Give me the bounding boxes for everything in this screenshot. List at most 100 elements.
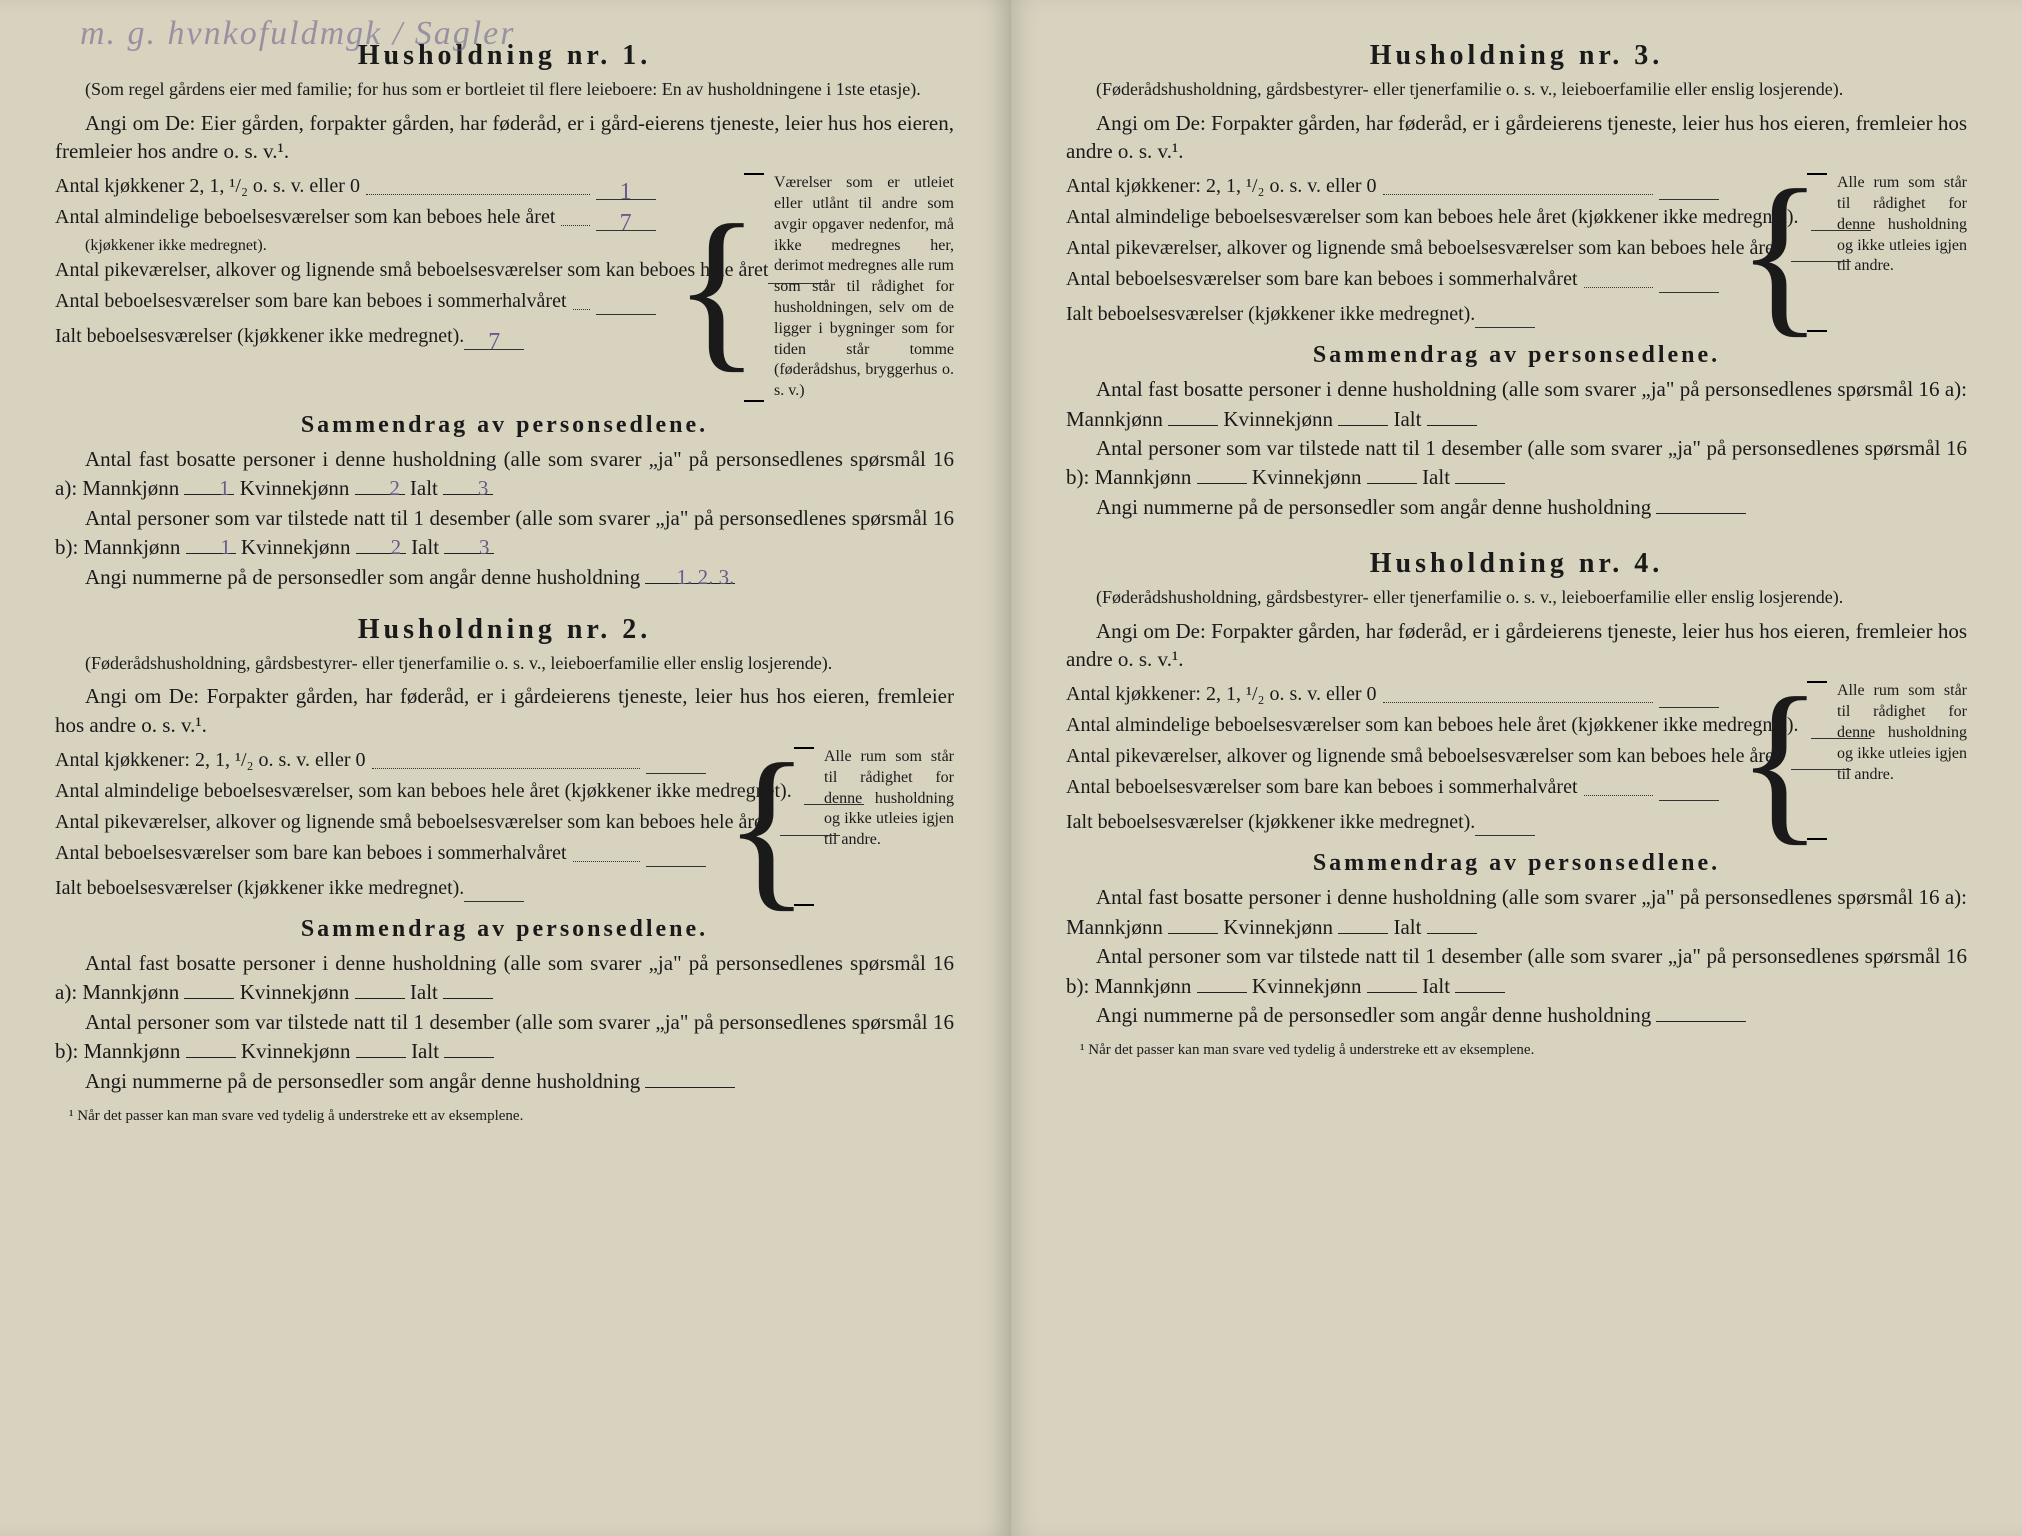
hh1-kitchens-val: 1 bbox=[596, 176, 656, 200]
hh4-rooms2-label: Antal pikeværelser, alkover og lignende … bbox=[1066, 743, 1779, 770]
hh1-brace: { Værelser som er utleiet eller utlånt t… bbox=[674, 173, 954, 402]
household-2: Husholdning nr. 2. (Føderådshusholdning,… bbox=[55, 614, 954, 1096]
hh2-rooms3-label: Antal beboelsesværelser som bare kan beb… bbox=[55, 840, 567, 867]
hh1-rooms1-note: (kjøkkener ikke medregnet). bbox=[55, 235, 656, 257]
hh1-rooms3-val bbox=[596, 291, 656, 315]
hh3-rooms2-label: Antal pikeværelser, alkover og lignende … bbox=[1066, 235, 1779, 262]
household-4: Husholdning nr. 4. (Føderådshusholdning,… bbox=[1066, 548, 1967, 1030]
hh3-ialt2: Ialt bbox=[1422, 465, 1450, 489]
hh1-sammendrag-title: Sammendrag av personsedlene. bbox=[55, 412, 954, 439]
hh3-p2: Antal personer som var tilstede natt til… bbox=[1066, 434, 1967, 493]
hh2-angi: Angi om De: Forpakter gården, har føderå… bbox=[55, 682, 954, 739]
hh3-kvinne2: Kvinnekjønn bbox=[1252, 465, 1362, 489]
hh3-kvinne1: Kvinnekjønn bbox=[1223, 407, 1333, 431]
hh3-rooms1-label: Antal almindelige beboelsesværelser som … bbox=[1066, 204, 1799, 231]
hh1-total-val: 7 bbox=[464, 326, 524, 350]
hh1-rooms-block: Antal kjøkkener 2, 1, ¹/₂ o. s. v. eller… bbox=[55, 173, 954, 402]
hh2-p2: Antal personer som var tilstede natt til… bbox=[55, 1008, 954, 1067]
hh1-total-label: Ialt beboelsesværelser (kjøkkener ikke m… bbox=[55, 323, 464, 350]
hh1-p2-k: 2 bbox=[356, 533, 406, 554]
hh3-numline: Angi nummerne på de personsedler som ang… bbox=[1066, 493, 1967, 522]
hh3-brace: { Alle rum som står til rådighet for den… bbox=[1737, 173, 1967, 332]
hh2-rooms1-label: Antal almindelige beboelsesværelser, som… bbox=[55, 778, 792, 805]
hh2-kvinne2: Kvinnekjønn bbox=[241, 1039, 351, 1063]
hh3-title: Husholdning nr. 3. bbox=[1066, 40, 1967, 72]
hh2-title: Husholdning nr. 2. bbox=[55, 614, 954, 646]
hh4-subnote: (Føderådshusholdning, gårdsbestyrer- ell… bbox=[1066, 586, 1967, 609]
hh1-ialt2: Ialt bbox=[411, 535, 439, 559]
hh1-p2: Antal personer som var tilstede natt til… bbox=[55, 504, 954, 563]
hh4-angi: Angi om De: Forpakter gården, har føderå… bbox=[1066, 617, 1967, 674]
hh2-right-note: Alle rum som står til rådighet for denne… bbox=[814, 747, 954, 906]
hh1-angi: Angi om De: Eier gården, forpakter gårde… bbox=[55, 109, 954, 166]
hh2-brace: { Alle rum som står til rådighet for den… bbox=[724, 747, 954, 906]
hh1-rooms1-val: 7 bbox=[596, 207, 656, 231]
hh1-p1-i: 3 bbox=[443, 474, 493, 495]
hh1-right-note: Værelser som er utleiet eller utlånt til… bbox=[764, 173, 954, 402]
hh4-numline-text: Angi nummerne på de personsedler som ang… bbox=[1096, 1003, 1651, 1027]
hh1-kvinne2: Kvinnekjønn bbox=[241, 535, 351, 559]
hh4-kvinne2: Kvinnekjønn bbox=[1252, 974, 1362, 998]
hh2-sammendrag-title: Sammendrag av personsedlene. bbox=[55, 916, 954, 943]
household-3: Husholdning nr. 3. (Føderådshusholdning,… bbox=[1066, 40, 1967, 522]
hh2-numline-text: Angi nummerne på de personsedler som ang… bbox=[85, 1069, 640, 1093]
hh2-ialt1: Ialt bbox=[410, 980, 438, 1004]
hh3-ialt1: Ialt bbox=[1393, 407, 1421, 431]
handwritten-annotation: m. g. hvnkofuldmgk / Sagler bbox=[80, 15, 516, 53]
hh1-ialt1: Ialt bbox=[410, 476, 438, 500]
hh4-p2: Antal personer som var tilstede natt til… bbox=[1066, 942, 1967, 1001]
left-footnote: ¹ Når det passer kan man svare ved tydel… bbox=[55, 1108, 954, 1125]
hh3-p1: Antal fast bosatte personer i denne hush… bbox=[1066, 375, 1967, 434]
hh3-angi: Angi om De: Forpakter gården, har føderå… bbox=[1066, 109, 1967, 166]
hh4-p1: Antal fast bosatte personer i denne hush… bbox=[1066, 883, 1967, 942]
hh3-right-note: Alle rum som står til rådighet for denne… bbox=[1827, 173, 1967, 332]
left-page: m. g. hvnkofuldmgk / Sagler Husholdning … bbox=[0, 0, 1011, 1536]
right-page: Husholdning nr. 3. (Føderådshusholdning,… bbox=[1011, 0, 2022, 1536]
hh4-ialt2: Ialt bbox=[1422, 974, 1450, 998]
hh1-p2-i: 3 bbox=[444, 533, 494, 554]
hh4-rooms3-label: Antal beboelsesværelser som bare kan beb… bbox=[1066, 774, 1578, 801]
hh4-title: Husholdning nr. 4. bbox=[1066, 548, 1967, 580]
hh3-subnote: (Føderådshusholdning, gårdsbestyrer- ell… bbox=[1066, 78, 1967, 101]
hh2-rooms2-label: Antal pikeværelser, alkover og lignende … bbox=[55, 809, 768, 836]
hh1-numline-text: Angi nummerne på de personsedler som ang… bbox=[85, 565, 640, 589]
hh3-rooms-block: Antal kjøkkener: 2, 1, ¹/₂ o. s. v. elle… bbox=[1066, 173, 1967, 332]
hh1-subnote: (Som regel gårdens eier med familie; for… bbox=[55, 78, 954, 101]
hh4-rooms-block: Antal kjøkkener: 2, 1, ¹/₂ o. s. v. elle… bbox=[1066, 681, 1967, 840]
hh2-kitchens-label: Antal kjøkkener: 2, 1, ¹/₂ o. s. v. elle… bbox=[55, 747, 366, 774]
hh4-sammendrag-title: Sammendrag av personsedlene. bbox=[1066, 850, 1967, 877]
hh1-kvinne1: Kvinnekjønn bbox=[240, 476, 350, 500]
right-footnote: ¹ Når det passer kan man svare ved tydel… bbox=[1066, 1042, 1967, 1059]
hh2-numline: Angi nummerne på de personsedler som ang… bbox=[55, 1067, 954, 1096]
hh1-p1-m: 1 bbox=[184, 474, 234, 495]
hh2-rooms-block: Antal kjøkkener: 2, 1, ¹/₂ o. s. v. elle… bbox=[55, 747, 954, 906]
hh1-kitchens-label: Antal kjøkkener 2, 1, ¹/₂ o. s. v. eller… bbox=[55, 173, 360, 200]
hh4-rooms1-label: Antal almindelige beboelsesværelser som … bbox=[1066, 712, 1799, 739]
hh3-kitchens-label: Antal kjøkkener: 2, 1, ¹/₂ o. s. v. elle… bbox=[1066, 173, 1377, 200]
hh1-p1: Antal fast bosatte personer i denne hush… bbox=[55, 445, 954, 504]
hh4-brace: { Alle rum som står til rådighet for den… bbox=[1737, 681, 1967, 840]
hh1-numval: 1. 2. 3. bbox=[645, 563, 735, 584]
hh3-total-label: Ialt beboelsesværelser (kjøkkener ikke m… bbox=[1066, 301, 1475, 328]
hh4-kitchens-label: Antal kjøkkener: 2, 1, ¹/₂ o. s. v. elle… bbox=[1066, 681, 1377, 708]
hh3-numline-text: Angi nummerne på de personsedler som ang… bbox=[1096, 495, 1651, 519]
household-1: Husholdning nr. 1. (Som regel gårdens ei… bbox=[55, 40, 954, 592]
hh1-rooms1-label: Antal almindelige beboelsesværelser som … bbox=[55, 204, 555, 231]
hh4-numline: Angi nummerne på de personsedler som ang… bbox=[1066, 1001, 1967, 1030]
hh3-rooms3-label: Antal beboelsesværelser som bare kan beb… bbox=[1066, 266, 1578, 293]
hh1-p2-m: 1 bbox=[186, 533, 236, 554]
hh1-rooms2-label: Antal pikeværelser, alkover og lignende … bbox=[55, 257, 768, 284]
hh4-right-note: Alle rum som står til rådighet for denne… bbox=[1827, 681, 1967, 840]
hh4-ialt1: Ialt bbox=[1393, 915, 1421, 939]
hh2-subnote: (Føderådshusholdning, gårdsbestyrer- ell… bbox=[55, 652, 954, 675]
hh1-p1-k: 2 bbox=[355, 474, 405, 495]
hh1-rooms3-label: Antal beboelsesværelser som bare kan beb… bbox=[55, 288, 567, 315]
hh2-p1: Antal fast bosatte personer i denne hush… bbox=[55, 949, 954, 1008]
hh2-total-label: Ialt beboelsesværelser (kjøkkener ikke m… bbox=[55, 875, 464, 902]
hh3-sammendrag-title: Sammendrag av personsedlene. bbox=[1066, 342, 1967, 369]
hh4-total-label: Ialt beboelsesværelser (kjøkkener ikke m… bbox=[1066, 809, 1475, 836]
hh2-kvinne1: Kvinnekjønn bbox=[240, 980, 350, 1004]
hh1-numline: Angi nummerne på de personsedler som ang… bbox=[55, 563, 954, 592]
hh2-ialt2: Ialt bbox=[411, 1039, 439, 1063]
hh4-kvinne1: Kvinnekjønn bbox=[1223, 915, 1333, 939]
